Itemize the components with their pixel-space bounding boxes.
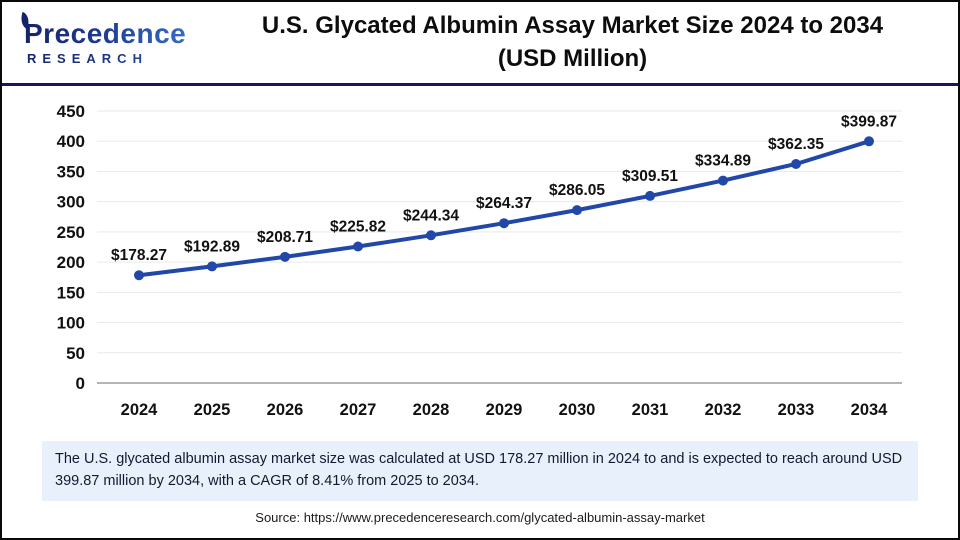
y-tick-label: 100	[57, 314, 85, 333]
line-chart: 0 50 100 150 200 250 300 350 400 450 $178.27 2024 $1…	[57, 102, 902, 419]
header: Precedence RESEARCH U.S. Glycated Albumi…	[2, 2, 958, 86]
data-point	[134, 270, 144, 281]
x-tick-label: 2030	[559, 401, 596, 419]
summary-text: The U.S. glycated albumin assay market s…	[55, 451, 903, 489]
data-label: $334.89	[695, 153, 751, 170]
chart-title-block: U.S. Glycated Albumin Assay Market Size …	[213, 10, 942, 75]
chart-title-line1: U.S. Glycated Albumin Assay Market Size …	[261, 12, 884, 40]
data-label: $286.05	[549, 182, 605, 199]
x-tick-label: 2024	[121, 401, 159, 419]
chart-title-line2: (USD Million)	[497, 44, 648, 72]
chart-area: 0 50 100 150 200 250 300 350 400 450 $178.27 2024 $1…	[2, 86, 958, 440]
logo-wordmark: Precedence	[24, 19, 213, 49]
data-label: $208.71	[257, 229, 313, 246]
data-point	[718, 175, 728, 186]
y-tick-label: 250	[57, 223, 85, 242]
y-tick-label: 300	[57, 193, 85, 212]
source-attribution: Source: https://www.precedenceresearch.c…	[255, 509, 705, 525]
data-label: $225.82	[330, 219, 386, 236]
data-label: $178.27	[111, 247, 167, 264]
data-label: $399.87	[841, 113, 897, 130]
data-point	[864, 136, 874, 147]
data-point	[791, 158, 801, 169]
y-tick-label: 200	[57, 253, 85, 272]
x-tick-label: 2028	[413, 401, 450, 419]
x-tick-label: 2032	[705, 401, 742, 419]
logo-subtitle: RESEARCH	[24, 51, 213, 66]
data-label: $362.35	[768, 136, 824, 153]
data-label: $244.34	[403, 207, 459, 224]
data-point	[353, 241, 363, 252]
y-tick-label: 450	[57, 102, 85, 121]
x-tick-label: 2033	[778, 401, 815, 419]
x-tick-label: 2026	[267, 401, 304, 419]
data-label: $192.89	[184, 238, 240, 255]
data-label: $309.51	[622, 168, 678, 185]
x-tick-label: 2029	[486, 401, 523, 419]
data-point	[280, 251, 290, 262]
y-tick-label: 0	[76, 374, 85, 393]
data-point	[426, 230, 436, 241]
x-tick-label: 2031	[632, 401, 669, 419]
x-tick-label: 2034	[851, 401, 889, 419]
data-point	[499, 218, 509, 229]
data-point	[645, 190, 655, 201]
brand-logo: Precedence RESEARCH	[17, 12, 213, 66]
data-point	[572, 205, 582, 216]
x-tick-label: 2025	[194, 401, 231, 419]
x-tick-label: 2027	[340, 401, 377, 419]
data-label: $264.37	[476, 195, 532, 212]
summary-note: The U.S. glycated albumin assay market s…	[42, 441, 918, 501]
y-tick-label: 150	[57, 283, 85, 302]
y-tick-label: 350	[57, 162, 85, 181]
y-tick-label: 400	[57, 132, 85, 151]
y-tick-label: 50	[66, 344, 85, 363]
data-point	[207, 261, 217, 272]
